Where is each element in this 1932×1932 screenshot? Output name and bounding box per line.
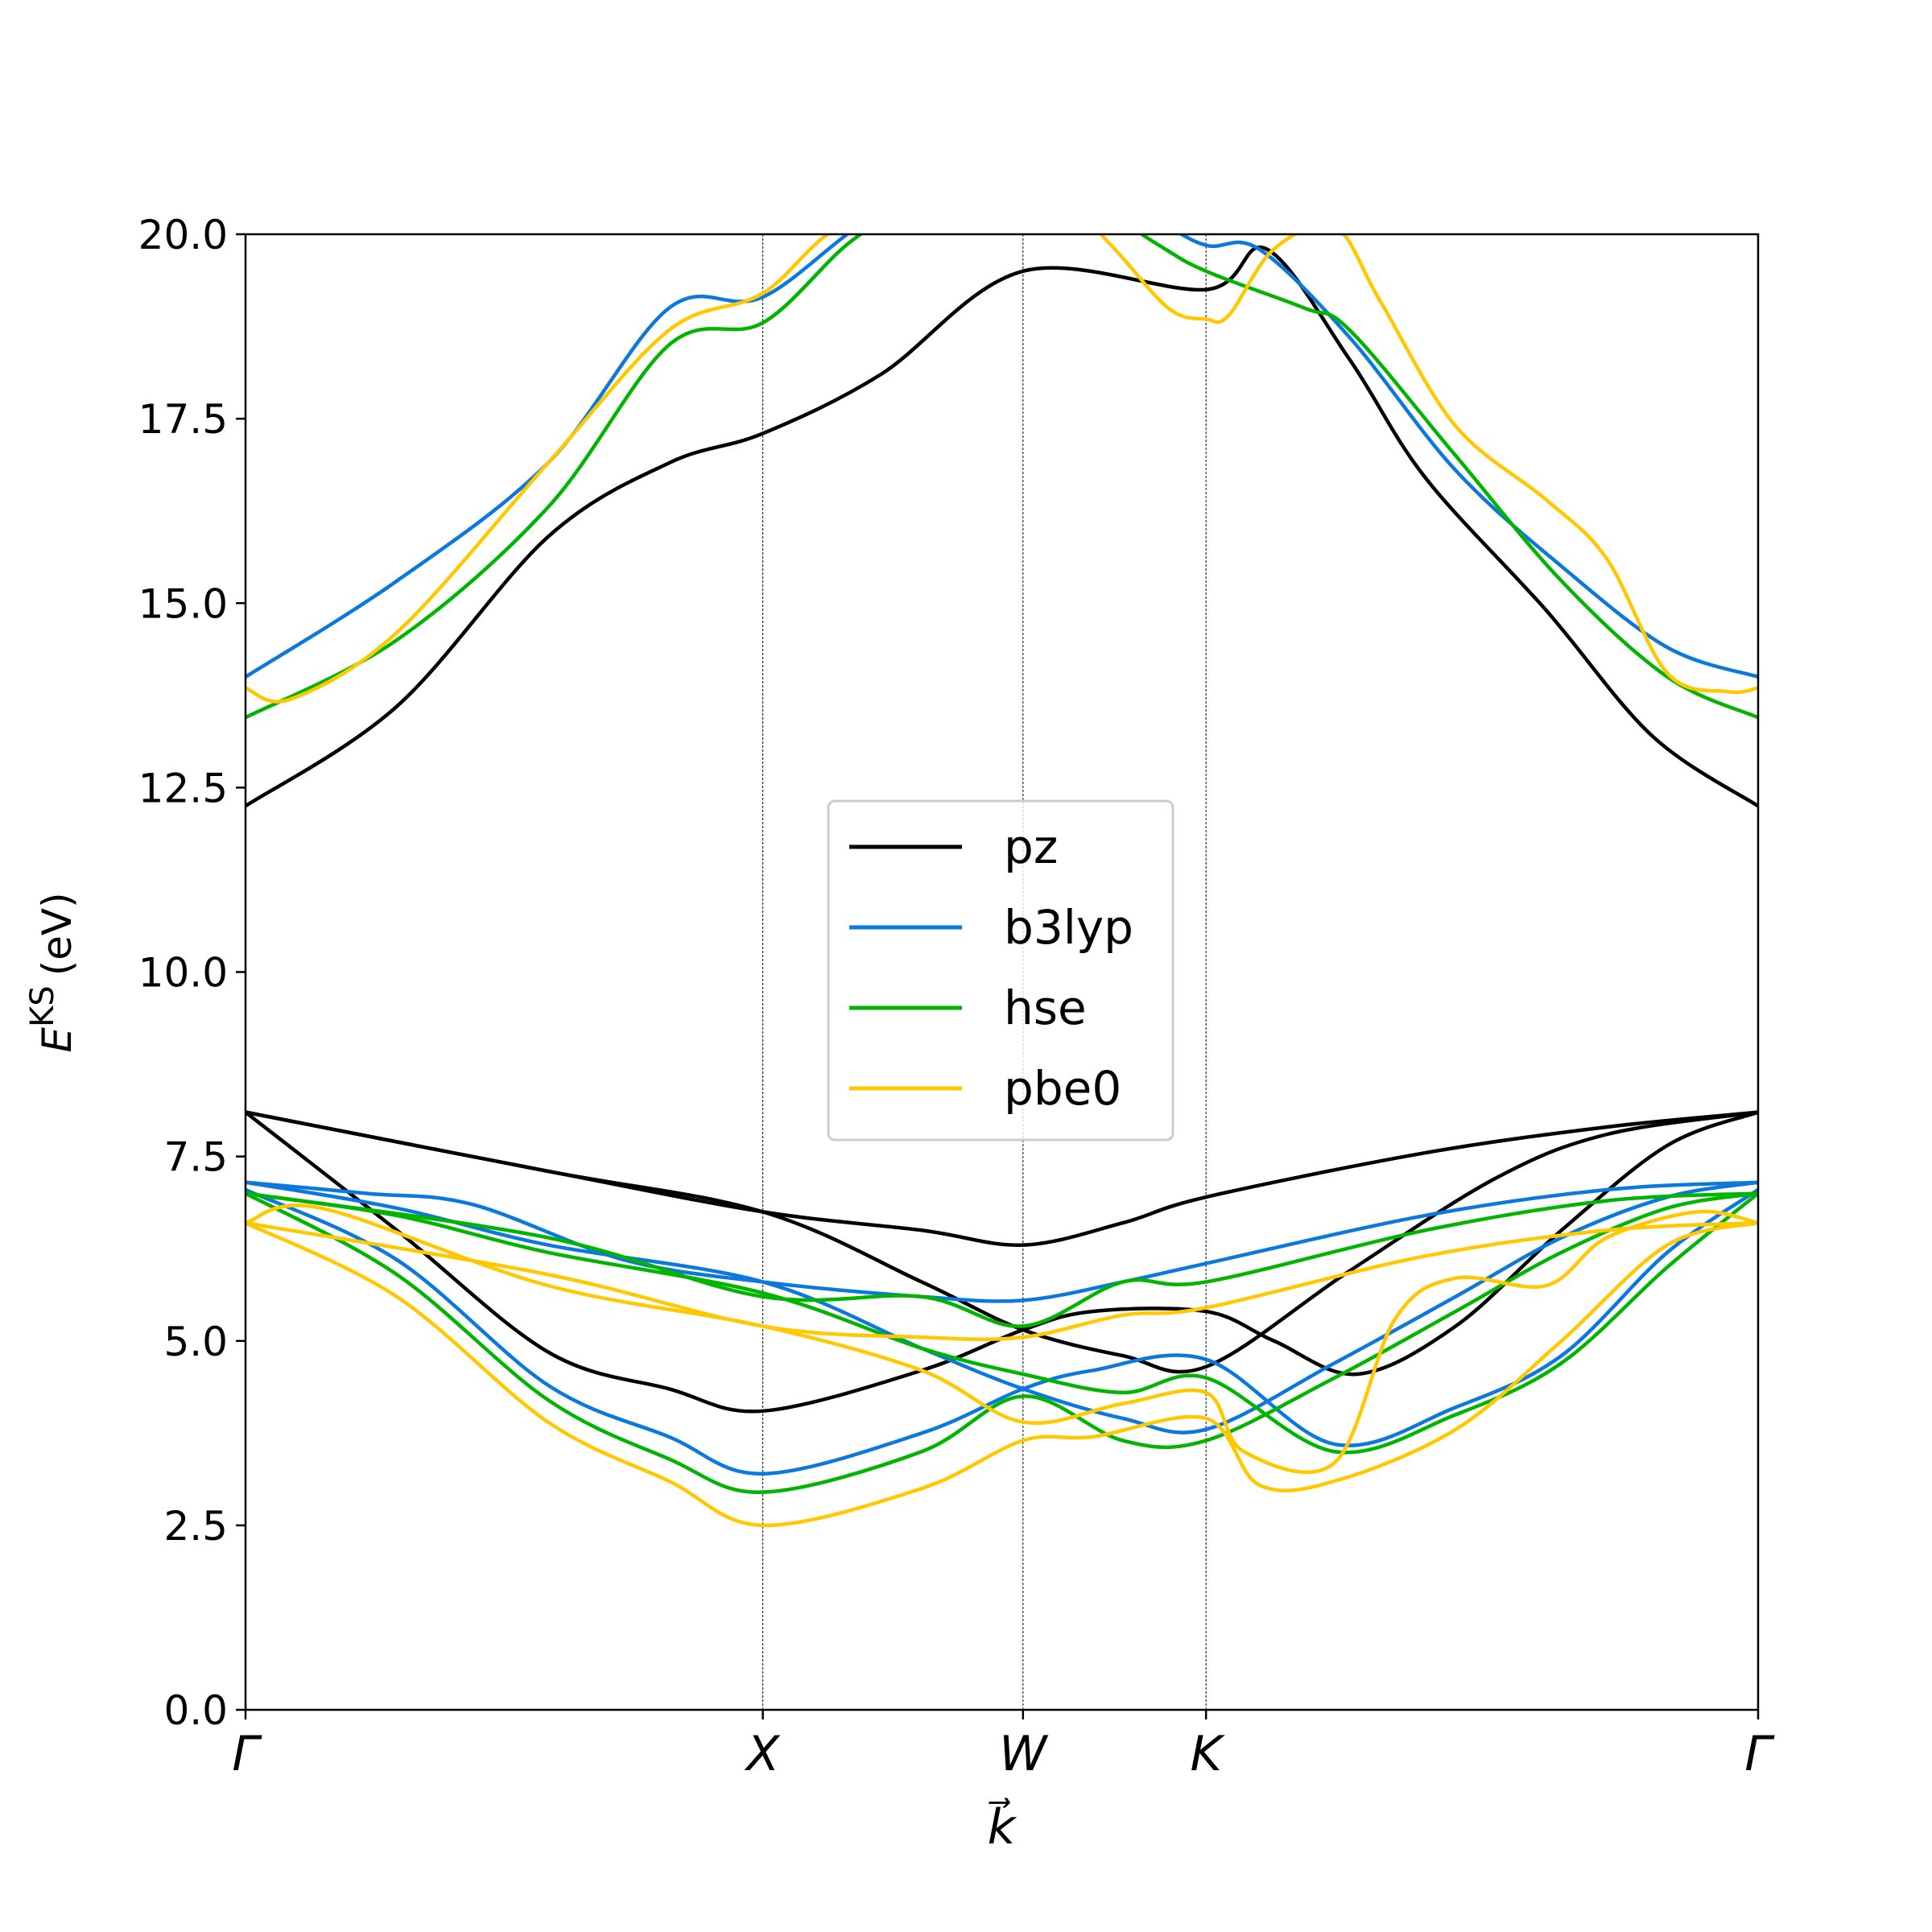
band-pz-0 <box>246 246 1758 808</box>
y-tick-label: 5.0 <box>163 1319 228 1365</box>
series-pz <box>246 246 1758 1414</box>
x-tick-label: Γ <box>232 1726 262 1782</box>
x-tick-label: K <box>1190 1726 1225 1782</box>
y-tick-label: 20.0 <box>138 212 228 258</box>
y-tick-label: 12.5 <box>138 765 228 811</box>
legend: pz b3lyp hse pbe0 <box>827 799 1174 1141</box>
legend-box <box>827 799 1174 1141</box>
band-pbe0-0 <box>246 234 1758 704</box>
y-tick-label: 15.0 <box>138 580 228 627</box>
legend-label-hse: hse <box>1004 980 1087 1035</box>
y-tick-label: 7.5 <box>163 1134 228 1181</box>
band-pbe0-2 <box>246 1203 1758 1475</box>
band-b3lyp-2 <box>246 1180 1758 1435</box>
y-tick-label: 2.5 <box>163 1503 228 1550</box>
x-axis-label: k⃗ <box>988 1798 1018 1856</box>
band-b3lyp-0 <box>246 234 1758 679</box>
y-axis-label-unit: (eV) <box>34 892 80 976</box>
legend-label-pbe0: pbe0 <box>1004 1061 1121 1116</box>
y-tick-label: 10.0 <box>138 950 228 997</box>
band-pbe0-3 <box>246 1220 1758 1528</box>
band-hse-1 <box>246 1191 1758 1328</box>
y-axis-label: EKS (eV) <box>24 892 80 1052</box>
x-tick-label: Γ <box>1744 1726 1775 1782</box>
band-hse-3 <box>246 1191 1758 1494</box>
y-axis-label-sup: KS <box>24 985 61 1027</box>
y-tick-label: 0.0 <box>163 1687 228 1734</box>
x-tick-label: W <box>999 1726 1049 1782</box>
y-ticks: 0.0 2.5 5.0 7.5 10.0 12.5 15.0 17.5 20.0 <box>138 212 246 1734</box>
band-pz-3 <box>246 1110 1758 1414</box>
band-hse-0 <box>246 234 1758 720</box>
legend-label-b3lyp: b3lyp <box>1004 900 1133 955</box>
x-tick-label: X <box>744 1726 781 1782</box>
y-axis-label-main: E <box>34 1027 80 1053</box>
band-pz-2 <box>246 1110 1758 1374</box>
band-hse-2 <box>246 1191 1758 1455</box>
band-b3lyp-1 <box>246 1180 1758 1303</box>
series-hse <box>246 234 1758 1494</box>
legend-label-pz: pz <box>1004 819 1058 874</box>
y-tick-label: 17.5 <box>138 396 228 443</box>
series-pbe0 <box>246 234 1758 1528</box>
band-pbe0-1 <box>246 1220 1758 1342</box>
bands <box>246 234 1758 1528</box>
